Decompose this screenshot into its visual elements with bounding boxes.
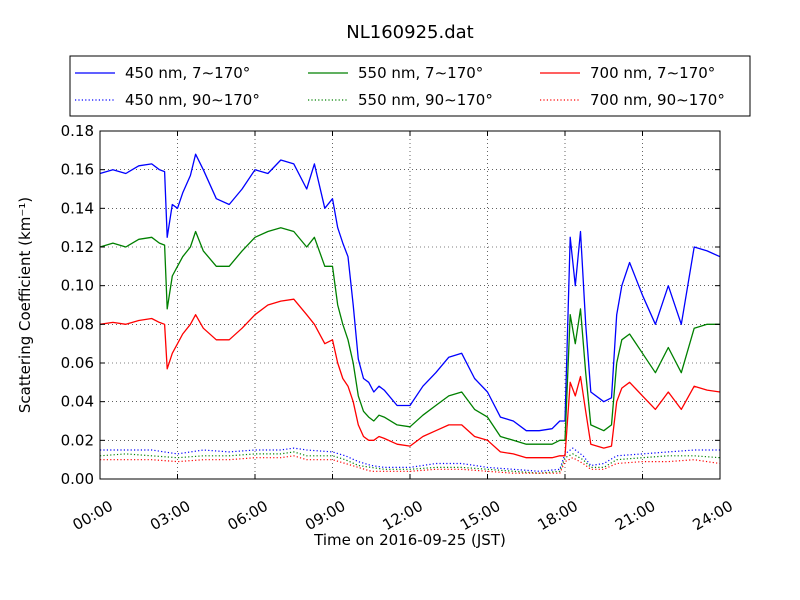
y-tick-label: 0.14: [61, 199, 94, 217]
legend-label-3: 550 nm, 90∼170°: [358, 91, 493, 109]
ticks: 00:00 03:00 06:00 09:00 12:00 15:00 18:00 21:00…: [61, 122, 736, 534]
x-tick-label: 09:00: [302, 497, 348, 534]
series-line-5: [100, 455, 721, 474]
y-tick-label: 0.10: [61, 277, 94, 295]
y-tick-label: 0.18: [61, 122, 94, 140]
x-tick-label: 15:00: [457, 497, 503, 534]
legend: 450 nm, 7∼170° 450 nm, 90∼170° 550 nm, 7∼1…: [69, 55, 751, 117]
y-tick-label: 0.02: [61, 431, 94, 449]
x-tick-label: 00:00: [70, 497, 116, 534]
x-tick-label: 06:00: [225, 497, 271, 534]
series-layer: [99, 153, 721, 474]
x-tick-label: 21:00: [612, 497, 658, 534]
y-tick-label: 0.00: [61, 470, 94, 488]
y-tick-label: 0.08: [61, 315, 94, 333]
series-line-0: [99, 153, 721, 432]
series-line-1: [100, 447, 720, 472]
legend-label-2: 550 nm, 7∼170°: [358, 64, 483, 82]
y-tick-label: 0.16: [61, 161, 94, 179]
chart-title: NL160925.dat: [346, 22, 473, 43]
y-tick-label: 0.04: [61, 393, 94, 411]
y-tick-label: 0.12: [61, 238, 94, 256]
x-tick-label: 24:00: [690, 497, 736, 534]
legend-label-0: 450 nm, 7∼170°: [125, 64, 250, 82]
x-tick-label: 18:00: [535, 497, 581, 534]
series-line-3: [99, 451, 721, 474]
y-tick-label: 0.06: [61, 354, 94, 372]
series-line-4: [99, 298, 721, 459]
x-axis-label: Time on 2016-09-25 (JST): [313, 531, 506, 549]
legend-frame: [69, 55, 751, 117]
legend-label-5: 700 nm, 90∼170°: [590, 91, 725, 109]
legend-label-4: 700 nm, 7∼170°: [590, 64, 715, 82]
y-axis-label: Scattering Coefficient (km⁻¹): [16, 197, 34, 413]
series-line-2: [99, 227, 720, 445]
x-tick-label: 03:00: [147, 497, 193, 534]
x-tick-label: 12:00: [380, 497, 426, 534]
legend-label-1: 450 nm, 90∼170°: [125, 91, 260, 109]
